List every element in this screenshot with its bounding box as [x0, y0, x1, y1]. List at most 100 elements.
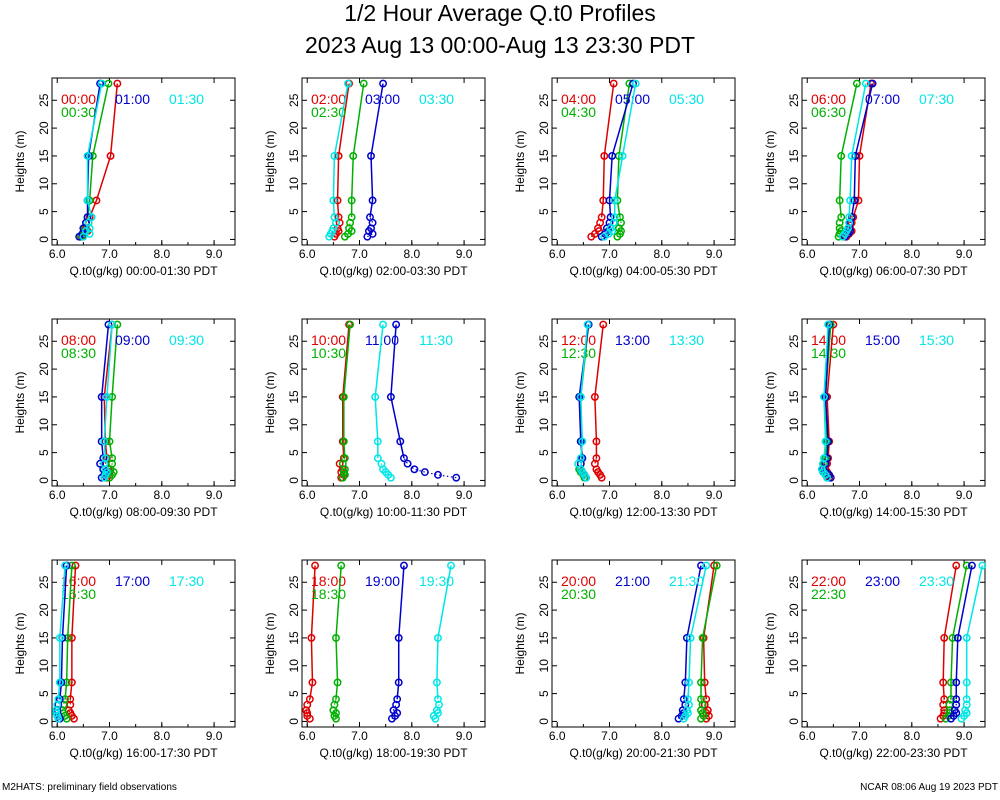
y-tick-label: 0 [37, 718, 51, 725]
data-point [683, 695, 692, 704]
data-point [392, 320, 401, 329]
plot-frame [551, 559, 736, 728]
series-line-near-surface [704, 699, 710, 720]
x-tick-label: 9.0 [706, 729, 723, 743]
series-line [852, 83, 872, 218]
profile-panel: 6.0 7.0 8.0 9.0 0 5 10 15 20 25 Heights (m) Q.t0(g/… [13, 559, 236, 760]
data-point [952, 678, 961, 687]
data-point [631, 79, 640, 88]
data-point [702, 561, 711, 570]
x-tick-label: 9.0 [206, 729, 223, 743]
legend-label: 03:00 [365, 91, 400, 107]
data-point [373, 437, 382, 446]
data-point [333, 678, 342, 687]
plot-frame [51, 318, 236, 487]
data-point [697, 561, 705, 570]
y-tick-label: 25 [537, 334, 551, 348]
data-point [108, 459, 117, 468]
x-tick-label: 7.0 [351, 729, 368, 743]
data-point [307, 633, 316, 642]
series-line [396, 565, 405, 700]
data-point [67, 633, 76, 642]
x-tick-label: 9.0 [706, 247, 723, 261]
y-tick-label: 10 [287, 418, 301, 432]
legend-label: 00:00 [61, 91, 96, 107]
series-line-near-surface [342, 457, 346, 479]
legend-label: 01:30 [169, 91, 204, 107]
data-point [850, 196, 859, 205]
x-axis-label: Q.t0(g/kg) 16:00-17:30 PDT [69, 746, 218, 760]
data-point [334, 151, 343, 160]
legend-label: 08:00 [61, 332, 96, 348]
data-point [702, 695, 711, 704]
data-point [394, 633, 403, 642]
legend-label: 06:30 [811, 104, 846, 120]
series-line [600, 83, 615, 218]
data-point [618, 151, 627, 160]
data-point [685, 678, 693, 687]
y-tick-label: 15 [787, 149, 801, 163]
legend-label: 21:00 [615, 573, 650, 589]
data-point [55, 678, 64, 687]
data-point [947, 695, 955, 704]
y-tick-label: 25 [287, 334, 301, 348]
y-axis-label: Heights (m) [13, 371, 27, 433]
x-tick-label: 6.0 [49, 488, 66, 502]
data-point [339, 392, 348, 401]
legend-label: 09:00 [115, 332, 150, 348]
legend-label: 20:00 [561, 573, 596, 589]
y-tick-label: 25 [787, 575, 801, 589]
data-point [52, 709, 61, 718]
legend-label: 08:30 [61, 345, 96, 361]
series-line [608, 83, 634, 218]
y-axis-label: Heights (m) [513, 371, 527, 433]
series-line-near-surface [683, 699, 690, 719]
data-point [576, 454, 585, 463]
legend-label: 02:30 [311, 104, 346, 120]
x-tick-label: 9.0 [206, 488, 223, 502]
x-tick-label: 6.0 [549, 488, 566, 502]
x-tick-label: 7.0 [101, 488, 118, 502]
x-axis-label: Q.t0(g/kg) 04:00-05:30 PDT [569, 264, 718, 278]
y-tick-label: 20 [537, 362, 551, 376]
series-line [838, 83, 858, 218]
legend-label: 17:30 [169, 573, 204, 589]
data-point [962, 561, 971, 570]
legend-label: 23:30 [919, 573, 954, 589]
legend-label: 12:30 [561, 345, 596, 361]
y-tick-label: 15 [37, 149, 51, 163]
legend-label: 03:30 [419, 91, 454, 107]
legend-label: 01:00 [115, 91, 150, 107]
data-point [697, 695, 705, 704]
y-tick-label: 5 [537, 449, 551, 456]
data-point [308, 678, 317, 687]
y-axis-label: Heights (m) [263, 371, 277, 433]
x-axis-label: Q.t0(g/kg) 14:00-15:30 PDT [819, 505, 968, 519]
legend-label: 19:30 [419, 573, 454, 589]
x-tick-label: 8.0 [653, 729, 670, 743]
data-point [420, 468, 429, 477]
legend-label: 22:00 [811, 573, 846, 589]
data-point [54, 695, 63, 704]
y-tick-label: 0 [287, 477, 301, 484]
y-tick-label: 20 [537, 603, 551, 617]
data-point [333, 196, 342, 205]
x-tick-label: 9.0 [956, 488, 973, 502]
data-point [854, 196, 863, 205]
x-axis-label: Q.t0(g/kg) 22:00-23:30 PDT [819, 746, 968, 760]
data-point [373, 454, 382, 463]
legend-label: 13:30 [669, 332, 704, 348]
data-point [371, 392, 380, 401]
series-line-near-surface [577, 457, 587, 478]
series-line [687, 565, 707, 700]
x-tick-label: 7.0 [851, 729, 868, 743]
x-tick-label: 8.0 [153, 729, 170, 743]
plot-frame [301, 318, 486, 487]
legend-label: 20:30 [561, 586, 596, 602]
data-point [605, 196, 614, 205]
x-tick-label: 7.0 [601, 247, 618, 261]
data-point [67, 678, 76, 687]
series-line [965, 565, 984, 700]
data-point [106, 151, 115, 160]
x-tick-label: 8.0 [903, 247, 920, 261]
